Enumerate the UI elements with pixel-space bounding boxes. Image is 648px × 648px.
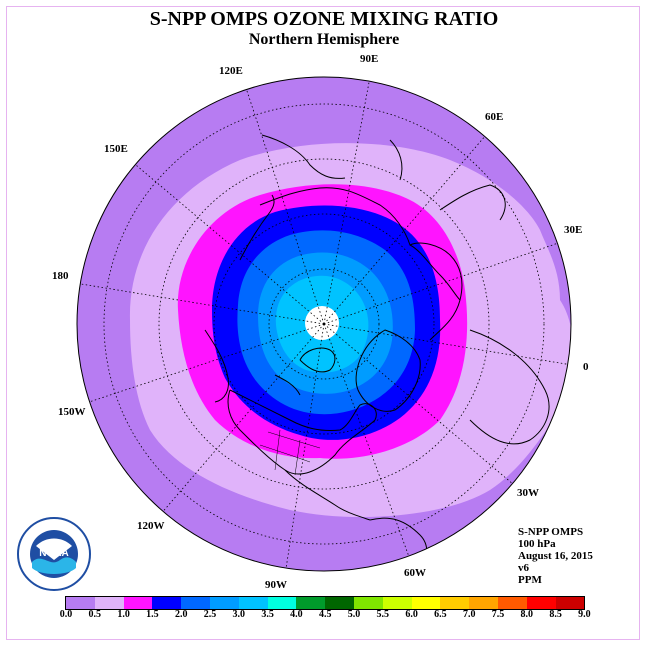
colorbar-tick-label: 9.0: [578, 609, 591, 620]
lon-label-0: 0: [583, 361, 589, 373]
noaa-logo: NOAA: [17, 517, 91, 591]
colorbar-tick-label: 7.5: [491, 609, 505, 620]
ozone-field: [77, 77, 571, 571]
map-title: S-NPP OMPS OZONE MIXING RATIO: [149, 8, 499, 30]
coastlines: [204, 134, 550, 571]
colorbar-tick-label: 6.0: [405, 609, 418, 620]
info-pressure: 100 hPa: [518, 538, 556, 550]
colorbar-swatch: [497, 597, 527, 609]
colorbar-tick-label: 3.5: [261, 609, 274, 620]
colorbar-swatch: [209, 597, 239, 609]
map-subtitle: Northern Hemisphere: [248, 31, 400, 48]
lon-label-60e: 60E: [485, 111, 503, 123]
colorbar-swatch: [267, 597, 297, 609]
info-block: S-NPP OMPS 100 hPa August 16, 2015 v6 PP…: [518, 526, 593, 586]
info-units: PPM: [518, 574, 542, 586]
colorbar-tick-label: 2.0: [174, 609, 188, 620]
colorbar-swatch: [555, 597, 585, 609]
colorbar-tick-label: 8.0: [520, 609, 534, 620]
lon-label-30e: 30E: [564, 224, 582, 236]
colorbar-tick-label: 0.5: [88, 609, 102, 620]
lon-label-150e: 150E: [104, 143, 128, 155]
colorbar-swatch: [325, 597, 354, 609]
colorbar-swatch: [526, 597, 556, 609]
colorbar-swatch: [181, 597, 210, 609]
colorbar-swatch: [238, 597, 268, 609]
info-version: v6: [518, 562, 529, 574]
lon-label-120e: 120E: [219, 65, 243, 77]
colorbar-tick-label: 8.5: [549, 609, 562, 620]
colorbar-swatch: [411, 597, 441, 609]
colorbar-tick-label: 0.0: [59, 609, 73, 620]
colorbar-tick-label: 4.0: [290, 609, 303, 620]
colorbar-swatch: [469, 597, 498, 609]
colorbar-tick-label: 5.5: [376, 609, 390, 620]
colorbar-tick-label: 1.0: [117, 609, 130, 620]
lon-label-60w: 60W: [404, 567, 426, 579]
lon-label-180: 180: [52, 270, 69, 282]
lon-label-90w: 90W: [265, 579, 287, 591]
colorbar-swatch: [353, 597, 383, 609]
state-boundaries: [259, 429, 321, 476]
lon-label-120w: 120W: [137, 520, 165, 532]
colorbar-swatch: [94, 597, 124, 609]
info-date: August 16, 2015: [518, 550, 593, 562]
longitude-label-group: 90E 60E 30E 0 30W 60W 90W 120W 150W 180 …: [52, 53, 589, 591]
colorbar-tick-label: 4.5: [318, 609, 332, 620]
colorbar-tick-label: 6.5: [434, 609, 447, 620]
colorbar-swatch: [296, 597, 326, 609]
map-border: [76, 76, 572, 572]
lon-label-30w: 30W: [517, 487, 539, 499]
figure-frame: [6, 6, 640, 640]
colorbar-swatch: [66, 597, 95, 609]
colorbar: [65, 596, 586, 610]
colorbar-swatch: [382, 597, 412, 609]
info-instrument: S-NPP OMPS: [518, 526, 584, 538]
polar-data-gap: [305, 306, 339, 340]
lon-label-150w: 150W: [58, 406, 86, 418]
longitude-lines: [77, 77, 571, 571]
colorbar-swatch: [152, 597, 182, 609]
colorbar-swatch: [123, 597, 153, 609]
colorbar-swatch: [440, 597, 470, 609]
colorbar-tick-label: 5.0: [347, 609, 361, 620]
colorbar-tick-label: 3.0: [232, 609, 246, 620]
noaa-logo-text: NOAA: [39, 548, 68, 559]
latitude-lines: [103, 103, 545, 545]
colorbar-tick-label: 7.0: [462, 609, 476, 620]
colorbar-ticks: 0.0 0.5 1.0 1.5 2.0 2.5 3.0 3.5 4.0 4.5 5.0 5.5 6.0 6…: [60, 609, 591, 623]
lon-label-90e: 90E: [360, 53, 378, 65]
colorbar-tick-label: 1.5: [146, 609, 159, 620]
colorbar-tick-label: 2.5: [203, 609, 217, 620]
